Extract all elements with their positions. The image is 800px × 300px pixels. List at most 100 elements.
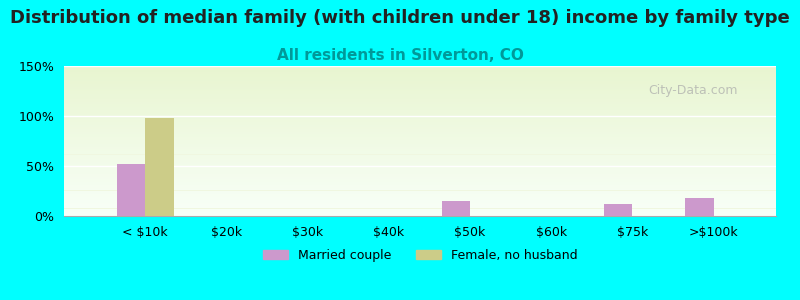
Bar: [64, 183, 776, 184]
Bar: [146, 118, 174, 216]
Bar: [64, 186, 776, 188]
Bar: [442, 201, 470, 216]
Bar: [64, 141, 776, 142]
Bar: [64, 154, 776, 156]
Bar: [64, 208, 776, 210]
Bar: [686, 198, 714, 216]
Bar: [64, 140, 776, 141]
Bar: [64, 182, 776, 183]
Bar: [64, 123, 776, 124]
Bar: [64, 112, 776, 114]
Bar: [64, 110, 776, 111]
Bar: [64, 126, 776, 128]
Bar: [64, 69, 776, 70]
Bar: [64, 156, 776, 158]
Bar: [64, 136, 776, 138]
Text: City-Data.com: City-Data.com: [648, 84, 738, 97]
Bar: [64, 66, 776, 68]
Bar: [64, 152, 776, 153]
Bar: [64, 202, 776, 204]
Bar: [64, 192, 776, 194]
Bar: [64, 92, 776, 93]
Bar: [64, 210, 776, 212]
Bar: [64, 207, 776, 208]
Bar: [64, 146, 776, 147]
Bar: [64, 135, 776, 136]
Bar: [64, 162, 776, 164]
Bar: [64, 76, 776, 78]
Bar: [64, 122, 776, 123]
Bar: [64, 94, 776, 96]
Bar: [64, 212, 776, 213]
Bar: [64, 87, 776, 88]
Text: All residents in Silverton, CO: All residents in Silverton, CO: [277, 48, 523, 63]
Bar: [64, 105, 776, 106]
Bar: [64, 153, 776, 154]
Bar: [64, 198, 776, 200]
Bar: [64, 144, 776, 146]
Text: Distribution of median family (with children under 18) income by family type: Distribution of median family (with chil…: [10, 9, 790, 27]
Bar: [64, 103, 776, 105]
Bar: [64, 102, 776, 104]
Bar: [64, 159, 776, 160]
Bar: [64, 190, 776, 192]
Bar: [64, 88, 776, 90]
Bar: [64, 129, 776, 130]
Bar: [64, 172, 776, 174]
Bar: [64, 98, 776, 99]
Bar: [64, 206, 776, 207]
Bar: [64, 177, 776, 178]
Bar: [64, 130, 776, 132]
Bar: [64, 184, 776, 186]
Bar: [64, 174, 776, 176]
Bar: [64, 84, 776, 86]
Bar: [64, 70, 776, 72]
Bar: [64, 80, 776, 81]
Bar: [117, 164, 146, 216]
Bar: [64, 195, 776, 196]
Bar: [64, 213, 776, 214]
Bar: [64, 85, 776, 87]
Bar: [64, 214, 776, 216]
Bar: [64, 200, 776, 201]
Bar: [64, 82, 776, 84]
Bar: [64, 201, 776, 202]
Bar: [64, 128, 776, 129]
Bar: [64, 188, 776, 189]
Bar: [64, 111, 776, 112]
Bar: [64, 90, 776, 92]
Bar: [64, 150, 776, 152]
Bar: [64, 74, 776, 75]
Bar: [64, 100, 776, 102]
Bar: [64, 138, 776, 140]
Bar: [64, 171, 776, 172]
Bar: [64, 204, 776, 206]
Bar: [64, 68, 776, 69]
Bar: [64, 118, 776, 120]
Bar: [64, 196, 776, 198]
Bar: [64, 142, 776, 144]
Bar: [64, 176, 776, 177]
Bar: [64, 148, 776, 150]
Bar: [64, 164, 776, 165]
Bar: [64, 78, 776, 80]
Bar: [604, 204, 633, 216]
Bar: [64, 169, 776, 171]
Bar: [64, 178, 776, 180]
Bar: [64, 134, 776, 135]
Bar: [64, 108, 776, 110]
Bar: [64, 165, 776, 166]
Bar: [64, 167, 776, 168]
Bar: [64, 93, 776, 94]
Bar: [64, 116, 776, 117]
Legend: Married couple, Female, no husband: Married couple, Female, no husband: [258, 244, 582, 267]
Bar: [64, 132, 776, 134]
Bar: [64, 160, 776, 162]
Bar: [64, 75, 776, 76]
Bar: [64, 106, 776, 108]
Bar: [64, 72, 776, 74]
Bar: [64, 120, 776, 122]
Bar: [64, 114, 776, 116]
Bar: [64, 147, 776, 148]
Bar: [64, 117, 776, 118]
